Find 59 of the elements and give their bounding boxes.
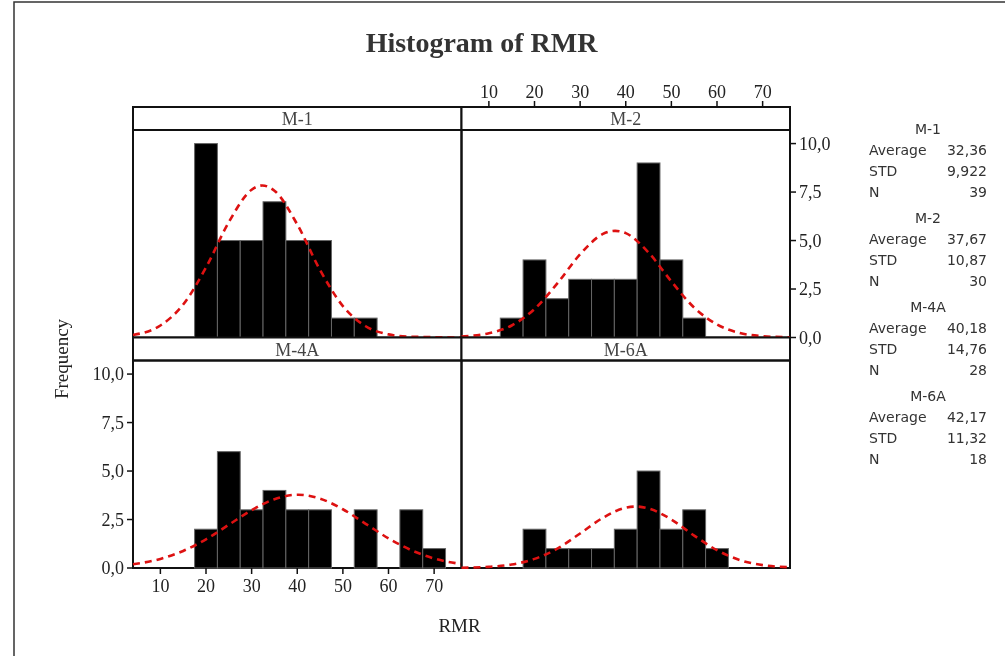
text: 18 <box>969 451 987 467</box>
text: 11,32 <box>946 430 987 446</box>
y-tick-label: 5,0 <box>101 461 124 482</box>
y-tick-label: 10,0 <box>799 133 831 154</box>
y-tick-label: 7,5 <box>799 182 822 203</box>
x-tick-label: 70 <box>425 576 444 596</box>
x-tick-label: 60 <box>708 82 726 102</box>
text: 28 <box>969 362 987 378</box>
x-tick-label: 40 <box>288 576 307 596</box>
text: M-6A <box>910 388 947 404</box>
text: Average <box>869 142 927 158</box>
text: N <box>869 273 880 289</box>
chart-subtitle: M-1 <box>281 109 313 129</box>
x-tick-label: 10 <box>479 82 498 102</box>
text: 10,87 <box>946 252 987 268</box>
x-tick-label: 20 <box>525 82 544 102</box>
x-tick-label: 70 <box>753 82 772 102</box>
text: 32,36 <box>946 142 988 158</box>
y-tick-label: 0,0 <box>799 327 822 348</box>
chart-subtitle: M-2 <box>610 109 642 129</box>
text: 42,17 <box>946 409 987 425</box>
y-tick-label: 2,5 <box>101 509 124 530</box>
text: N <box>869 451 880 467</box>
y-tick-label: 7,5 <box>101 412 124 433</box>
y-tick-label: 10,0 <box>92 364 124 385</box>
text: 37,67 <box>946 231 987 247</box>
chart-title: Histogram of RMR <box>365 27 599 58</box>
x-tick-label: 10 <box>151 576 170 596</box>
text: STD <box>869 341 898 357</box>
text: Average <box>869 409 927 425</box>
text: 30 <box>969 273 987 289</box>
text: 39 <box>969 184 987 200</box>
y-tick-label: 0,0 <box>101 558 124 578</box>
text: STD <box>869 252 898 268</box>
text: Average <box>869 320 927 336</box>
text: M-2 <box>914 210 942 226</box>
x-tick-label: 30 <box>242 576 261 596</box>
x-tick-label: 20 <box>197 576 215 596</box>
text: 40,18 <box>946 320 987 336</box>
x-tick-label: 50 <box>662 82 681 102</box>
text: Average <box>869 231 927 247</box>
x-axis-title: RMR <box>438 615 481 636</box>
y-tick-label: 2,5 <box>799 279 822 300</box>
text: N <box>869 362 880 378</box>
x-tick-label: 40 <box>616 82 635 102</box>
text: 9,922 <box>946 163 987 179</box>
text: M-1 <box>914 121 942 137</box>
text: STD <box>869 430 898 446</box>
text: 14,76 <box>946 341 988 357</box>
x-tick-label: 50 <box>333 576 352 596</box>
y-axis-title: Frequency <box>51 318 72 400</box>
text: N <box>869 184 880 200</box>
text: M-4A <box>910 299 947 315</box>
chart-subtitle: M-6A <box>603 339 648 360</box>
x-tick-label: 30 <box>571 82 590 102</box>
chart-subtitle: M-4A <box>275 339 320 360</box>
x-tick-label: 60 <box>379 576 398 596</box>
y-tick-label: 5,0 <box>799 230 822 251</box>
text: STD <box>869 163 898 179</box>
